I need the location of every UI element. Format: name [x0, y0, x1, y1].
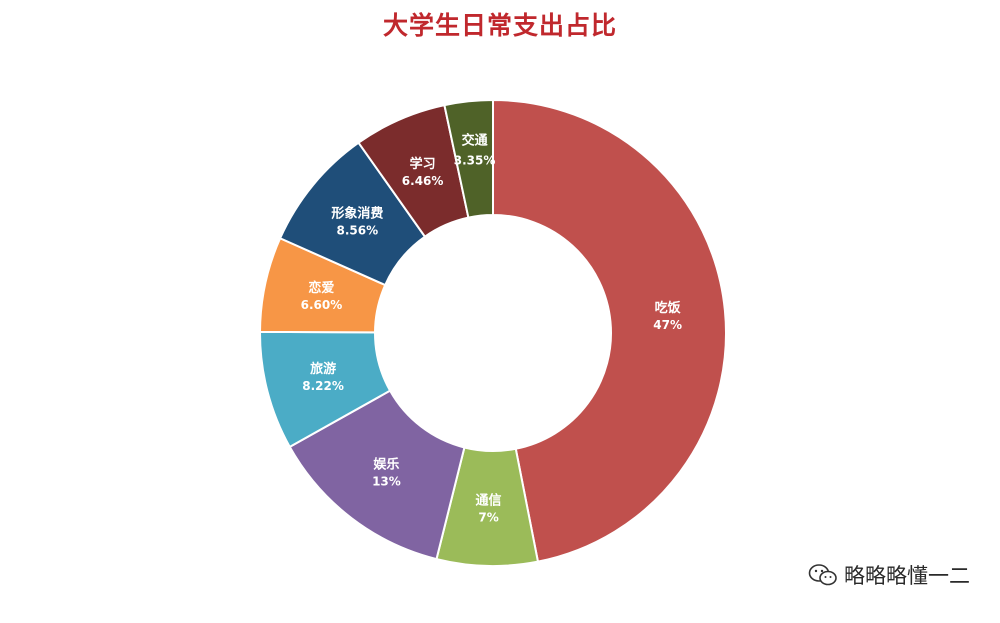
wechat-icon [808, 564, 837, 586]
watermark-text: 略略略懂一二 [844, 564, 970, 588]
slice-label-2: 娱乐 [373, 456, 399, 472]
slice-value-5: 8.56% [337, 224, 379, 238]
slice-value-4: 6.60% [301, 298, 343, 312]
slice-7 [443, 98, 494, 219]
watermark: 略略略懂一二 [808, 560, 970, 590]
slice-value-2: 13% [372, 474, 401, 488]
slice-0 [492, 98, 727, 563]
slice-label-3: 旅游 [310, 361, 336, 377]
slice-value-1: 7% [478, 510, 498, 524]
slice-label-0: 吃饭 [655, 300, 681, 316]
slice-value-6: 6.46% [402, 174, 444, 188]
slice-value-7: 3.35% [454, 153, 496, 167]
slice-value-0: 47% [653, 318, 682, 332]
slice-label-5: 形象消费 [331, 206, 383, 222]
slice-label-4: 恋爱 [308, 280, 334, 296]
slice-label-7: 交通 [462, 132, 488, 148]
slice-label-6: 学习 [410, 156, 436, 172]
slice-label-1: 通信 [476, 492, 502, 508]
chart-title: 大学生日常支出占比 [382, 11, 617, 40]
slice-value-3: 8.22% [302, 379, 344, 393]
